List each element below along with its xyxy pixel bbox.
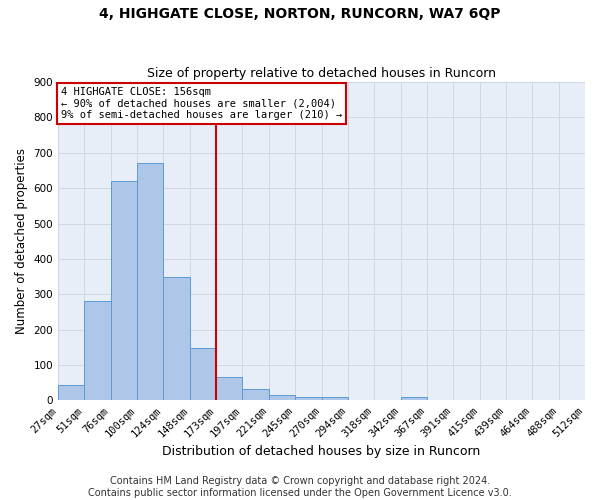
Text: Contains HM Land Registry data © Crown copyright and database right 2024.
Contai: Contains HM Land Registry data © Crown c… [88, 476, 512, 498]
Bar [85, 302, 111, 400]
Bar [269, 395, 295, 400]
Bar [401, 397, 427, 400]
Bar [216, 378, 242, 400]
Bar [58, 384, 85, 400]
Title: Size of property relative to detached houses in Runcorn: Size of property relative to detached ho… [147, 66, 496, 80]
Bar [111, 181, 137, 400]
Y-axis label: Number of detached properties: Number of detached properties [15, 148, 28, 334]
Text: 4 HIGHGATE CLOSE: 156sqm
← 90% of detached houses are smaller (2,004)
9% of semi: 4 HIGHGATE CLOSE: 156sqm ← 90% of detach… [61, 87, 342, 120]
Bar [137, 164, 163, 400]
Bar [322, 397, 348, 400]
Text: 4, HIGHGATE CLOSE, NORTON, RUNCORN, WA7 6QP: 4, HIGHGATE CLOSE, NORTON, RUNCORN, WA7 … [99, 8, 501, 22]
X-axis label: Distribution of detached houses by size in Runcorn: Distribution of detached houses by size … [163, 444, 481, 458]
Bar [190, 348, 216, 401]
Bar [242, 389, 269, 400]
Bar [295, 397, 322, 400]
Bar [163, 278, 190, 400]
